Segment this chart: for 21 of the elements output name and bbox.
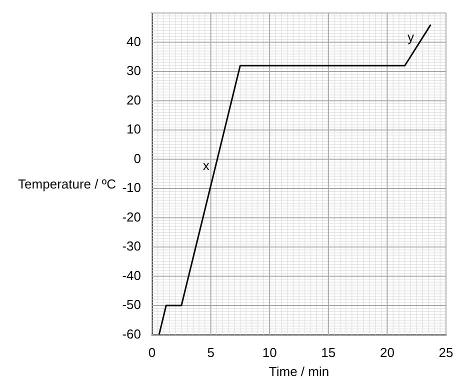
y-tick-label: -40 — [122, 268, 141, 283]
x-tick-label: 25 — [438, 345, 454, 360]
y-tick-label: -20 — [122, 209, 141, 224]
annotation: x — [202, 158, 210, 174]
x-axis-title: Time / min — [268, 364, 330, 379]
y-tick-label: -50 — [122, 297, 141, 312]
annotation: y — [407, 29, 414, 44]
x-tick-label: 15 — [321, 345, 336, 360]
y-axis-title: Temperature / ºC — [18, 176, 116, 192]
y-tick-label: 10 — [126, 122, 141, 137]
x-tick-label: 5 — [207, 345, 214, 360]
y-tick-label: 30 — [126, 63, 141, 78]
x-tick-label: 20 — [380, 345, 394, 360]
y-tick-label: -30 — [122, 238, 141, 254]
x-tick-label: 10 — [262, 345, 277, 360]
y-tick-label: 0 — [134, 150, 141, 166]
y-tick-label: -10 — [122, 180, 141, 196]
y-tick-label: 20 — [126, 92, 141, 108]
y-tick-label: 40 — [126, 34, 141, 49]
x-tick-label: 0 — [148, 345, 156, 360]
y-tick-label: -60 — [122, 326, 141, 342]
